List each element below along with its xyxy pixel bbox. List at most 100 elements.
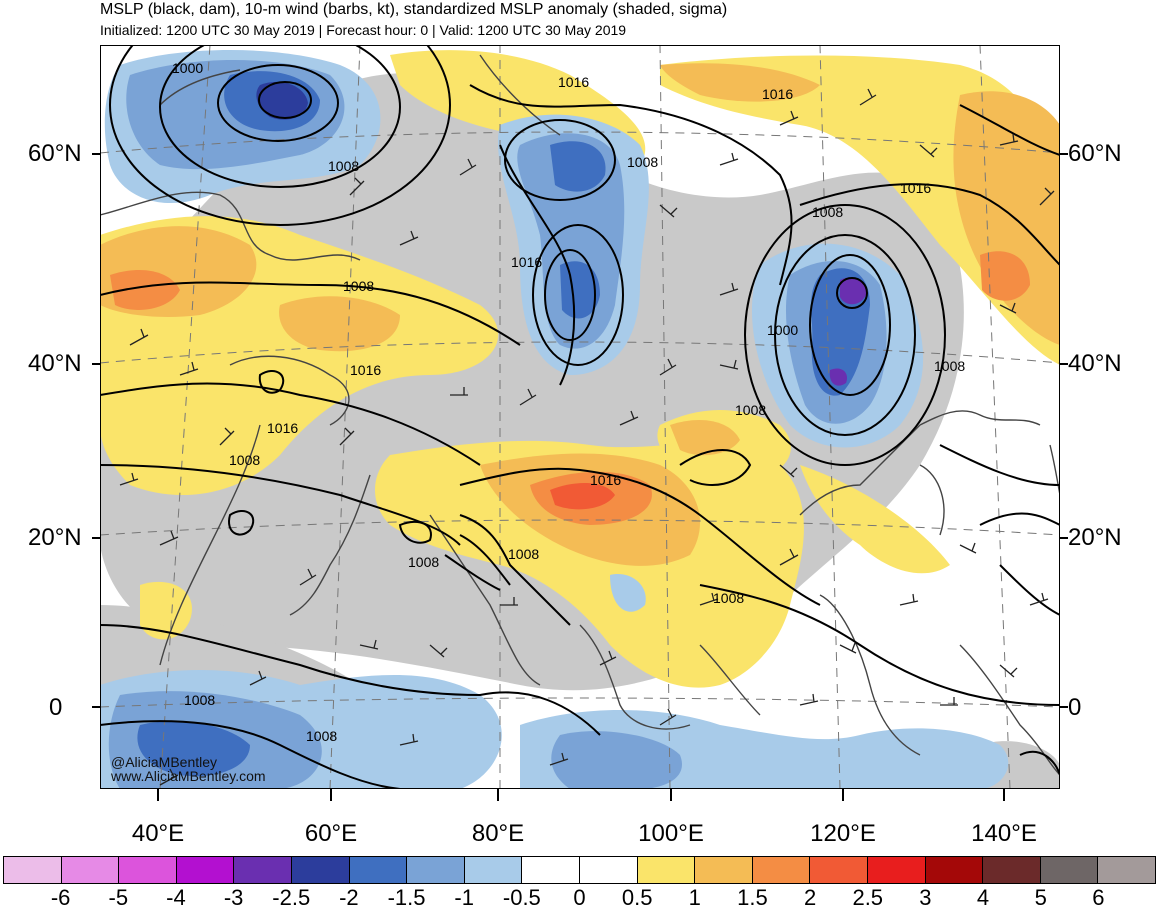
colorbar-label: 3 [919,885,932,910]
colorbar-swatch [925,857,984,883]
lat-label-right: 40°N [1068,350,1122,377]
colorbar-swatch [4,857,62,883]
tick-mark [1060,706,1068,708]
lon-label: 100°E [638,820,704,847]
contour-label: 1016 [267,420,298,436]
colorbar-label: -5 [108,885,129,910]
contour-labels: 1000 1016 1016 1008 1008 1008 1016 1016 … [172,60,965,744]
shade-darkblue-region [137,721,250,777]
tick-mark [1003,789,1005,801]
contour-label: 1008 [306,728,337,744]
tick-mark [330,789,332,801]
colorbar-swatch [983,857,1041,883]
colorbar-swatch [1040,857,1099,883]
map-frame [100,45,1060,789]
lat-label-left: 20°N [28,524,82,551]
contour-label: 1008 [343,278,374,294]
colorbar-swatch [810,857,868,883]
map-svg: 1000 1016 1016 1008 1008 1008 1016 1016 … [100,45,1060,789]
shade-darkorange-region [110,270,180,310]
colorbar-swatch [579,857,638,883]
shade-orange-region [660,63,820,102]
lon-label: 140°E [971,820,1037,847]
lat-label-left: 40°N [28,350,82,377]
colorbar-swatch [119,857,177,883]
graticule [100,45,1060,789]
chart-subtitle: Initialized: 1200 UTC 30 May 2019 | Fore… [100,22,627,38]
colorbar-swatch [695,857,753,883]
colorbar-swatch [522,857,580,883]
shade-orange-region [670,420,740,456]
isobars [100,45,1060,789]
contour-label: 1016 [900,180,931,196]
colorbar-label: 2 [803,885,817,910]
tick-mark [92,537,100,539]
tick-mark [157,789,159,801]
shade-blue-region [551,731,682,789]
contour-label: 1008 [713,590,744,606]
colorbar-swatch [234,857,292,883]
colorbar-label: 4 [976,885,990,910]
tick-mark [92,363,100,365]
shade-orange-region [953,91,1060,345]
colorbar-swatch [752,857,811,883]
tick-mark [1060,537,1068,539]
lon-label: 40°E [131,820,185,847]
shade-darkblue-region [550,141,606,192]
contour-label: 1016 [350,362,381,378]
shade-lightblue-region [610,574,646,612]
colorbar-swatch [867,857,926,883]
lat-label-left: 0 [49,694,63,721]
contour-label: 1008 [229,452,260,468]
contour-label: 1016 [558,74,589,90]
lon-label: 60°E [304,820,358,847]
colorbar-swatch [176,857,235,883]
colorbar-label: 1.5 [737,885,768,910]
colorbar-label: -2.5 [272,885,311,910]
colorbar-label: 1 [688,885,701,910]
shade-orange-region [279,296,400,352]
contour-label: 1008 [735,402,766,418]
shade-yellow-region [800,465,950,574]
shade-yellow-region [140,581,192,640]
colorbar-label: -3 [223,885,244,910]
contour-label: 1000 [172,60,203,76]
contour-label: 1000 [767,322,798,338]
shade-yellow-region [375,440,804,688]
contour-label: 1008 [408,554,439,570]
colorbar-swatch [291,857,350,883]
lon-label: 120°E [810,820,876,847]
contour-label: 1008 [627,154,658,170]
colorbar-label: 5 [1034,885,1047,910]
map-panel: 1000 1016 1016 1008 1008 1008 1016 1016 … [100,45,1060,789]
colorbar-swatch [464,857,523,883]
colorbar-swatch [61,857,120,883]
contour-label: 1008 [934,358,965,374]
colorbar-label: 0.5 [621,885,653,910]
credit-handle: @AliciaMBentley [111,754,218,770]
shade-purple-region [840,277,867,305]
chart-title: MSLP (black, dam), 10-m wind (barbs, kt)… [100,1,728,18]
colorbar-label: -1.5 [387,885,426,910]
tick-mark [842,789,844,801]
tick-mark [1060,363,1068,365]
lat-label-right: 0 [1068,694,1082,721]
colorbar-label: 2.5 [852,885,884,910]
lat-label-right: 60°N [1068,140,1122,167]
contour-label: 1016 [762,86,793,102]
lat-label-left: 60°N [28,140,82,167]
tick-mark [1060,153,1068,155]
tick-mark [92,706,100,708]
colorbar-label: -2 [339,885,359,910]
colorbar-swatch [1098,857,1155,883]
contour-label: 1008 [184,692,215,708]
contour-label: 1008 [508,546,539,562]
lon-label: 80°E [471,820,525,847]
tick-mark [670,789,672,801]
wind-barbs [119,88,1055,786]
colorbar-label: -6 [50,885,71,910]
contour-label: 1016 [590,472,621,488]
colorbar [3,856,1156,884]
contour-label: 1016 [511,254,542,270]
contour-label: 1008 [328,158,359,174]
